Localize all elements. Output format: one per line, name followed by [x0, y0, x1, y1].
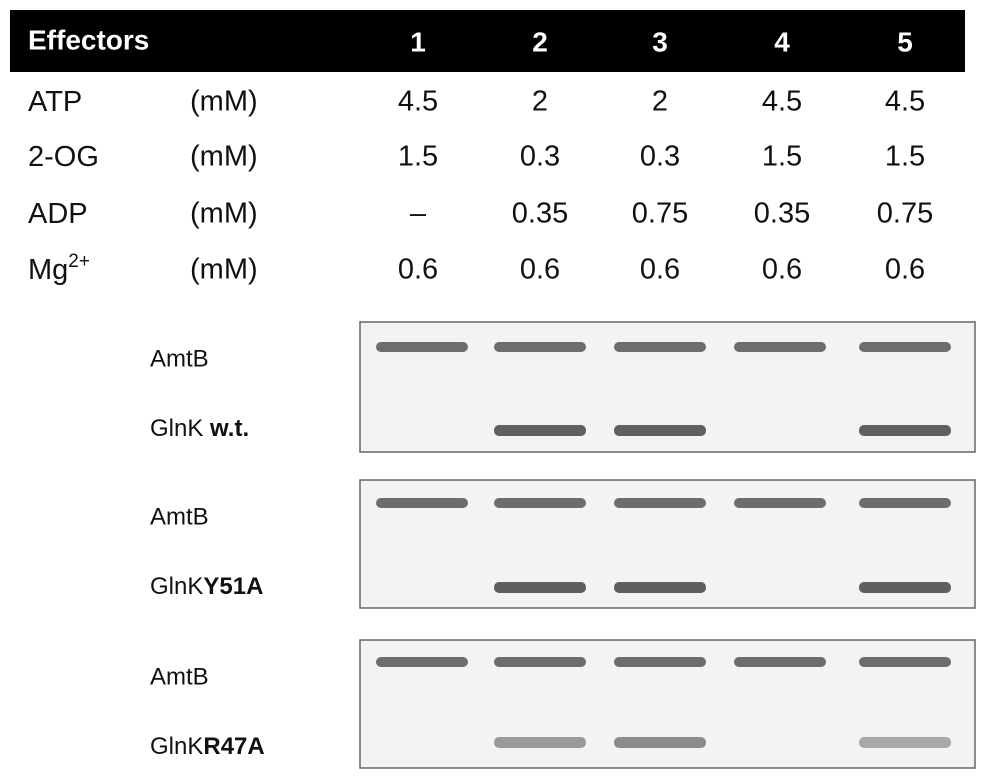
row-unit: (mM): [190, 86, 258, 118]
glnk-band: [614, 582, 706, 593]
gel-bottom-label: GlnKY51A: [150, 573, 263, 600]
glnk-band: [494, 737, 586, 748]
cell-value: 1.5: [398, 141, 438, 173]
gel-label-name: GlnK: [150, 573, 203, 600]
gel-label-name: GlnK: [150, 415, 203, 442]
cell-value: 0.6: [398, 254, 438, 286]
amtb-band: [859, 498, 951, 508]
gel-label-variant: w.t.: [203, 415, 249, 442]
cell-value: 4.5: [762, 86, 802, 118]
header-title: Effectors: [28, 24, 149, 55]
glnk-band: [859, 737, 951, 748]
row-label-sup: 2+: [68, 251, 90, 272]
cell-value: 0.6: [520, 254, 560, 286]
row-unit: (mM): [190, 254, 258, 286]
header-bar: [10, 10, 965, 72]
lane-number: 5: [897, 26, 913, 57]
lane-number: 1: [410, 26, 426, 57]
amtb-band: [614, 657, 706, 667]
row-label-text: Mg: [28, 254, 68, 286]
row-label: Mg2+: [28, 251, 90, 286]
gel-top-label: AmtB: [150, 503, 209, 530]
gel-label-variant: R47A: [203, 733, 264, 760]
row-label: 2-OG: [28, 141, 99, 173]
row-unit: (mM): [190, 198, 258, 230]
cell-value: 0.6: [885, 254, 925, 286]
cell-value: 4.5: [398, 86, 438, 118]
glnk-band: [494, 582, 586, 593]
gel-bottom-label: GlnKR47A: [150, 733, 265, 760]
cell-value: 0.3: [520, 141, 560, 173]
row-unit: (mM): [190, 141, 258, 173]
cell-value: 0.75: [877, 198, 933, 230]
glnk-band: [859, 425, 951, 436]
cell-value: 1.5: [885, 141, 925, 173]
amtb-band: [376, 657, 468, 667]
glnk-band: [859, 582, 951, 593]
glnk-band: [494, 425, 586, 436]
cell-value: 0.6: [640, 254, 680, 286]
row-label-text: ATP: [28, 86, 82, 118]
glnk-band: [614, 425, 706, 436]
gel-top-label: AmtB: [150, 663, 209, 690]
amtb-band: [734, 342, 826, 352]
amtb-band: [494, 657, 586, 667]
amtb-band: [734, 498, 826, 508]
cell-value: 0.3: [640, 141, 680, 173]
amtb-band: [614, 342, 706, 352]
row-label-text: 2-OG: [28, 141, 99, 173]
cell-value: 0.75: [632, 198, 688, 230]
row-label: ATP: [28, 86, 82, 118]
gel-top-label: AmtB: [150, 345, 209, 372]
lane-number: 4: [774, 26, 790, 57]
cell-value: 0.35: [754, 198, 810, 230]
cell-value: 2: [532, 86, 548, 118]
amtb-band: [376, 342, 468, 352]
gel-label-variant: Y51A: [203, 573, 263, 600]
lane-number: 3: [652, 26, 668, 57]
row-label: ADP: [28, 198, 88, 230]
cell-value: 0.6: [762, 254, 802, 286]
amtb-band: [859, 342, 951, 352]
cell-value: 1.5: [762, 141, 802, 173]
amtb-band: [494, 498, 586, 508]
amtb-band: [614, 498, 706, 508]
cell-value: –: [410, 198, 427, 230]
cell-value: 0.35: [512, 198, 568, 230]
lane-number: 2: [532, 26, 548, 57]
amtb-band: [494, 342, 586, 352]
amtb-band: [376, 498, 468, 508]
glnk-band: [614, 737, 706, 748]
amtb-band: [859, 657, 951, 667]
cell-value: 4.5: [885, 86, 925, 118]
gel-bottom-label: GlnK w.t.: [150, 415, 249, 442]
row-label-text: ADP: [28, 198, 88, 230]
cell-value: 2: [652, 86, 668, 118]
amtb-band: [734, 657, 826, 667]
gel-label-name: GlnK: [150, 733, 203, 760]
